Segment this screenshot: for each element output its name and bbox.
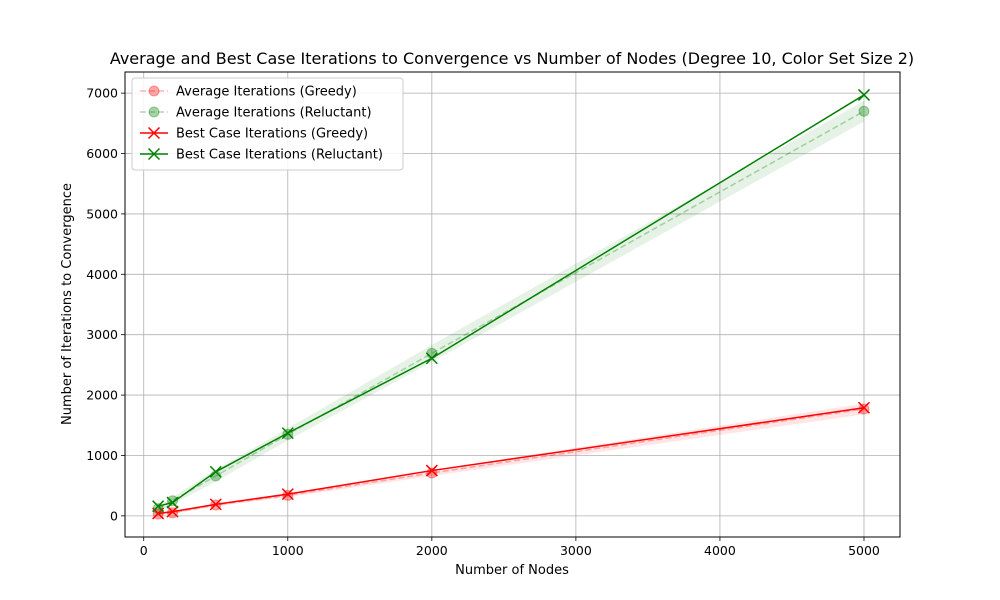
point-series-1	[167, 495, 179, 507]
marker-x-stroke	[281, 427, 294, 440]
x-tick-label: 5000	[848, 543, 880, 558]
point-series-1	[152, 503, 164, 515]
series-markers	[152, 88, 871, 520]
y-tick-label: 7000	[86, 86, 118, 101]
line-series-1	[157, 110, 865, 510]
line-series-2	[158, 407, 865, 515]
legend-marker	[148, 85, 160, 97]
legend-marker	[147, 126, 161, 140]
grid	[125, 72, 900, 537]
y-tick-label: 5000	[86, 206, 118, 221]
x-tick-label: 2000	[416, 543, 448, 558]
x-tick-label: 1000	[272, 543, 304, 558]
point-series-3	[425, 352, 438, 365]
marker-x-stroke	[166, 505, 179, 518]
marker-x-stroke	[147, 147, 161, 161]
y-tick-label: 2000	[86, 388, 118, 403]
marker-x-stroke	[425, 352, 438, 365]
point-series-3	[209, 465, 222, 478]
point-series-2	[209, 498, 222, 511]
marker-x-stroke	[209, 465, 222, 478]
point-series-3	[281, 427, 294, 440]
x-tick-label: 4000	[704, 543, 736, 558]
point-series-0	[167, 507, 179, 519]
x-tick-label: 3000	[560, 543, 592, 558]
y-tick-label: 0	[110, 508, 118, 523]
point-series-2	[166, 505, 179, 518]
point-series-0	[858, 403, 870, 415]
x-axis-label: Number of Nodes	[455, 563, 569, 578]
legend-box	[131, 77, 404, 171]
point-series-1	[426, 347, 438, 359]
y-axis-ticks: 0 1000 2000 3000 4000 5000 6000 7000	[86, 86, 125, 523]
point-series-3	[857, 88, 871, 101]
legend: Average Iterations (Greedy) Average Itera…	[131, 77, 404, 171]
legend-marker	[147, 147, 161, 161]
legend-label: Best Case Iterations (Reluctant)	[176, 148, 383, 163]
point-series-1	[282, 428, 294, 440]
point-series-2	[425, 464, 438, 477]
legend-label: Best Case Iterations (Greedy)	[176, 127, 368, 142]
marker-x-stroke	[425, 464, 438, 477]
point-series-0	[426, 467, 438, 479]
marker-x-stroke	[857, 401, 871, 414]
marker-x-stroke	[166, 496, 179, 509]
point-series-2	[857, 401, 871, 414]
marker-x-stroke	[147, 126, 161, 140]
x-axis-ticks: 0 1000 2000 3000 4000 5000	[140, 537, 880, 558]
chart-title: Average and Best Case Iterations to Conv…	[110, 49, 914, 68]
y-tick-label: 6000	[86, 146, 118, 161]
legend-label: Average Iterations (Reluctant)	[176, 106, 372, 121]
plot-frame	[124, 71, 901, 538]
legend-marker	[148, 106, 160, 118]
line-series-3	[157, 94, 865, 507]
marker-x-stroke	[281, 488, 294, 501]
point-series-1	[858, 105, 870, 117]
marker-x-stroke	[152, 500, 165, 513]
point-series-2	[281, 488, 294, 501]
x-tick-label: 0	[140, 543, 148, 558]
legend-label: Average Iterations (Greedy)	[176, 85, 357, 100]
y-tick-label: 4000	[86, 267, 118, 282]
marker-x-stroke	[209, 498, 222, 511]
point-series-0	[282, 489, 294, 501]
point-series-3	[152, 500, 165, 513]
y-tick-label: 3000	[86, 327, 118, 342]
y-axis-label: Number of Iterations to Convergence	[60, 183, 75, 425]
marker-x-stroke	[857, 88, 871, 101]
y-tick-label: 1000	[86, 448, 118, 463]
point-series-3	[166, 496, 179, 509]
